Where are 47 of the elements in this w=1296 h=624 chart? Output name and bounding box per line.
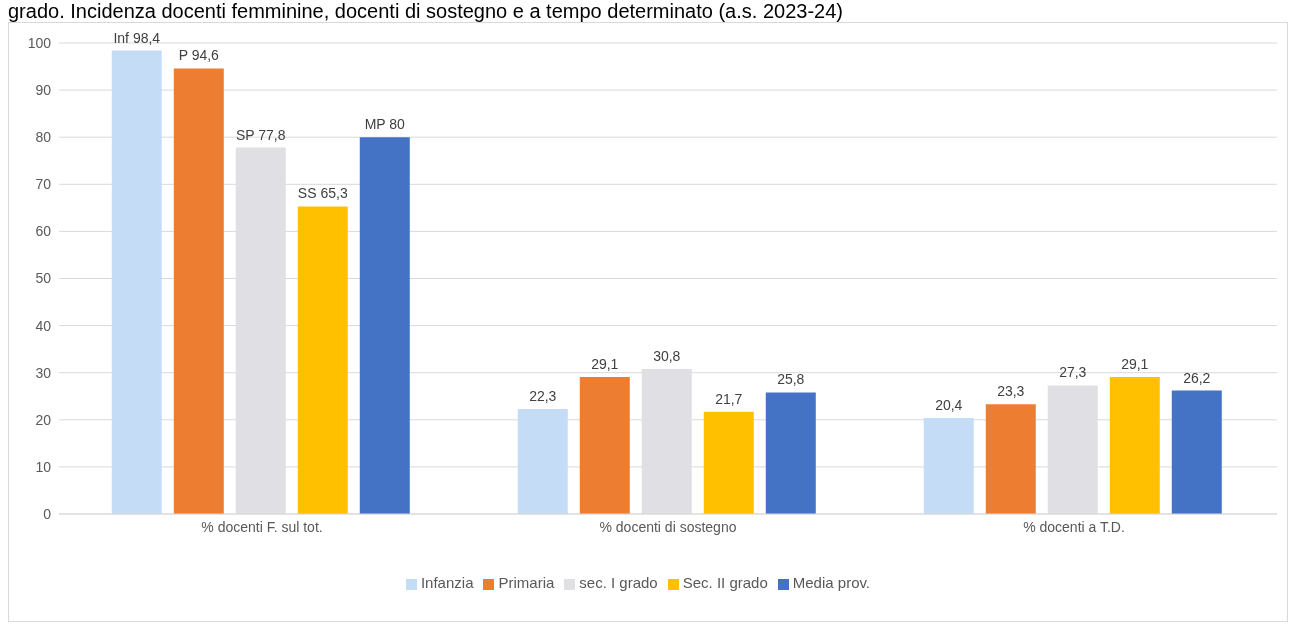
data-label: 29,1 [591, 355, 619, 372]
y-tick-label: 50 [35, 270, 52, 287]
data-label: 22,3 [529, 387, 557, 404]
legend-label: Infanzia [420, 574, 474, 591]
data-label: 23,3 [997, 383, 1025, 400]
y-tick-label: 30 [35, 364, 52, 381]
y-tick-label: 70 [35, 176, 52, 193]
y-tick-label: 10 [35, 458, 52, 475]
chart-title: grado. Incidenza docenti femminine, docenti di sostegno e a tempo determinato (a.s. 2023-24) [8, 0, 843, 23]
data-label: 20,4 [935, 396, 963, 413]
bar [111, 50, 162, 514]
legend-label: Sec. II grado [682, 574, 768, 591]
bar [1171, 390, 1222, 514]
bar [297, 206, 348, 514]
y-tick-label: 80 [35, 129, 52, 146]
data-label: 26,2 [1183, 369, 1211, 386]
bar [579, 376, 630, 514]
data-label: Inf 98,4 [113, 29, 161, 46]
data-label: 21,7 [715, 390, 743, 407]
data-label: 27,3 [1059, 364, 1087, 381]
bar [359, 137, 410, 514]
data-label: 30,8 [653, 347, 681, 364]
data-label: MP 80 [364, 116, 406, 133]
x-tick-label: % docenti a T.D. [1023, 518, 1125, 535]
data-label: SP 77,8 [236, 126, 286, 143]
y-tick-label: 0 [43, 505, 52, 522]
y-tick-label: 40 [35, 317, 52, 334]
data-label: P 94,6 [178, 47, 220, 64]
y-tick-label: 20 [35, 411, 52, 428]
y-tick-label: 90 [35, 82, 52, 99]
bar [517, 408, 568, 514]
bar [1109, 376, 1160, 514]
bar [703, 411, 754, 514]
x-tick-label: % docenti di sostegno [599, 518, 737, 535]
bar [173, 68, 224, 514]
data-label: SS 65,3 [297, 185, 348, 202]
data-label: 25,8 [777, 371, 805, 388]
y-tick-label: 100 [27, 34, 52, 51]
bar [985, 404, 1036, 514]
legend-label: Media prov. [792, 574, 871, 591]
bar [923, 417, 974, 514]
data-label: 29,1 [1121, 355, 1149, 372]
x-tick-label: % docenti F. sul tot. [201, 518, 323, 535]
legend-label: Primaria [498, 574, 555, 591]
legend-label: sec. I grado [579, 574, 658, 591]
bar [765, 392, 816, 514]
y-tick-label: 60 [35, 223, 52, 240]
